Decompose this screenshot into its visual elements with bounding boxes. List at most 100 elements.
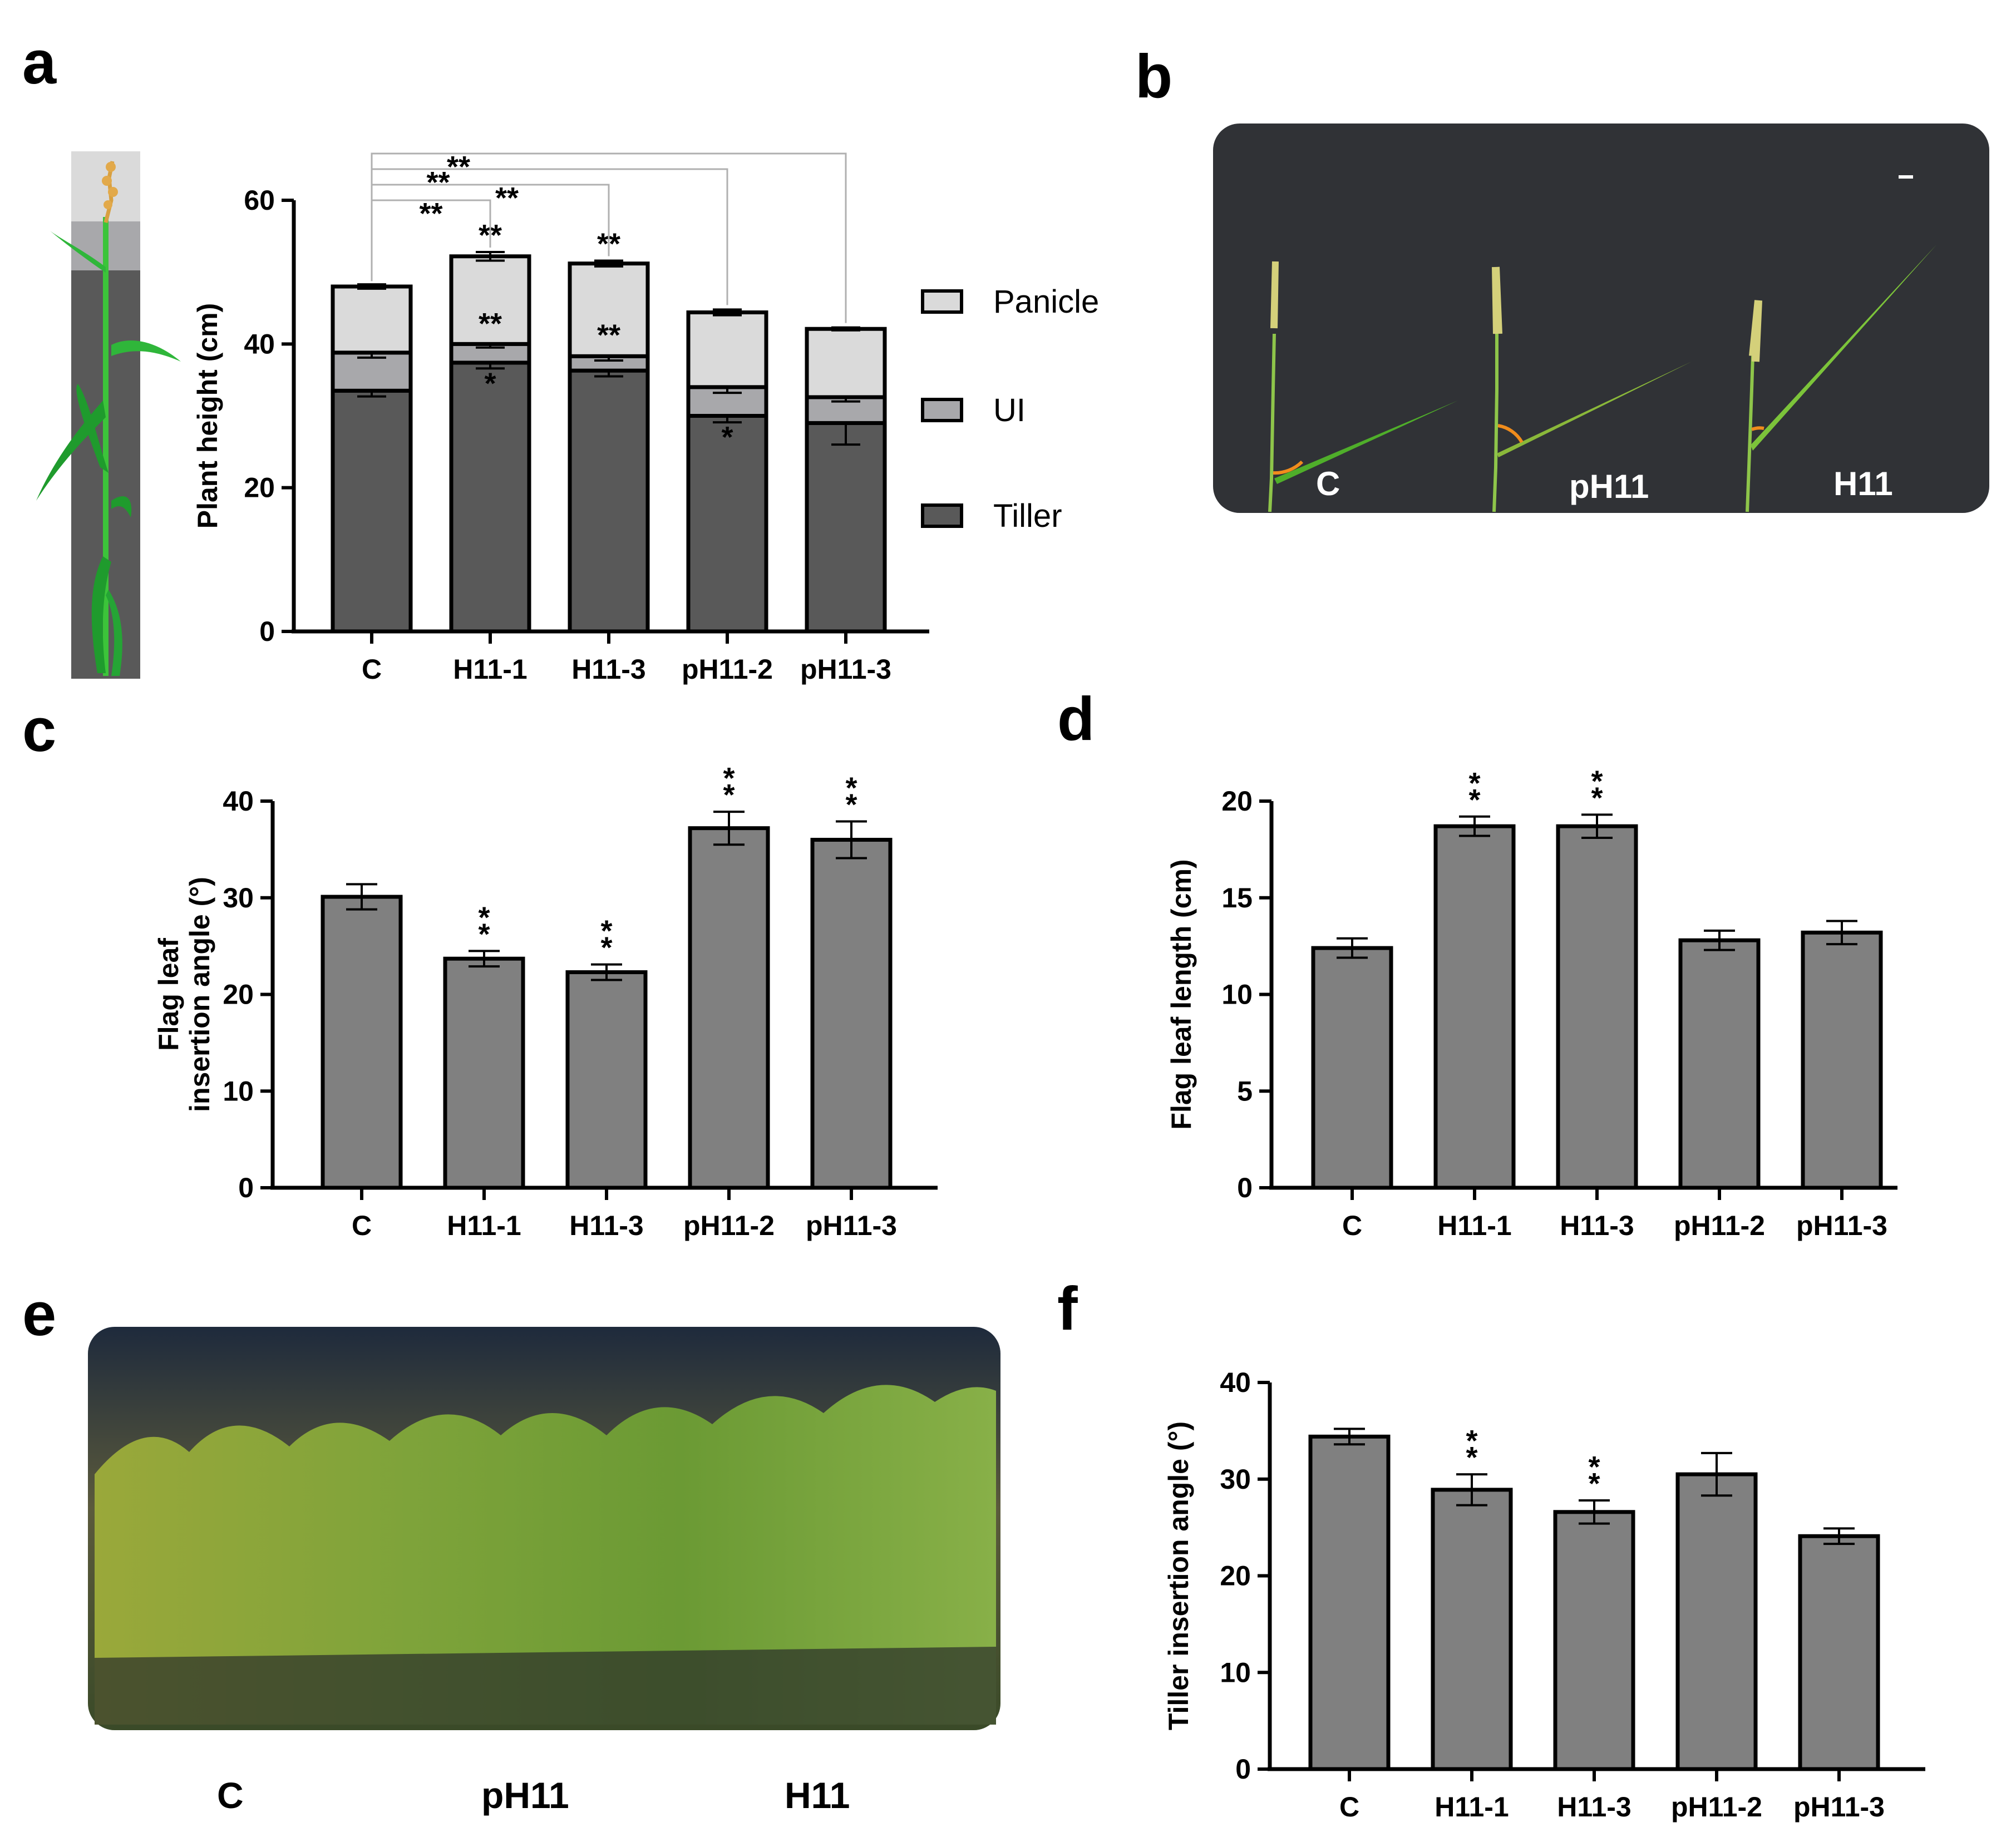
significance-star: ** [597,319,620,352]
x-tick-label: pH11-2 [1671,1791,1762,1823]
x-tick-label: C [1339,1791,1359,1823]
y-tick-label: 10 [1221,979,1253,1010]
photo-e-label-c: C [217,1775,244,1816]
bar [1433,824,1516,1190]
y-tick-label: 5 [1237,1075,1253,1107]
significance-star: * [478,917,490,951]
x-tick-label: H11-3 [571,654,645,685]
photo-e-label-h11: H11 [785,1775,850,1816]
photo-b-label-c: C [1316,465,1340,502]
bar-segment-tiller [805,421,887,634]
bar [688,826,770,1190]
plant-schematic [36,151,181,679]
bar-segment-panicle [449,254,531,346]
significance-star: * [1466,1441,1477,1474]
y-tick-label: 0 [1235,1754,1251,1785]
legend-swatch-tiller [921,503,963,528]
x-tick-label: H11-3 [1560,1210,1634,1241]
y-tick-label: 20 [1220,1560,1251,1592]
scale-bar [1899,175,1913,179]
bar [565,970,648,1190]
leaf-ph11 [1497,362,1692,457]
bar [1801,930,1883,1190]
x-tick-label: pH11-3 [806,1210,897,1241]
legend-swatch-panicle [921,289,963,314]
flag-leaf-angle-chart: 0 10 20 30 40 Flag leafinsertion angle (°) C H1… [153,762,938,1241]
y-tick-label: 0 [238,1172,254,1203]
x-tick-label: H11-1 [453,654,527,685]
panicle-h11 [1749,300,1762,362]
bar-segment-panicle [568,261,650,358]
legend-swatch-ui [921,398,963,422]
leaf-c [1274,401,1458,484]
bar-segment-panicle [686,310,768,389]
plant-height-chart: 0 20 40 60 Plant height (cm) C H11-1 H11-3 pH11-… [192,150,1099,685]
significance-star: * [1468,783,1480,817]
bar-segment-tiller [568,368,650,634]
comparison-bracket [371,168,728,305]
legend-label-tiller: Tiller [993,498,1062,534]
rice-plants [95,1385,996,1725]
panel-label-a: a [22,28,57,97]
bar [1798,1534,1880,1771]
flag-leaf-photo: C pH11 H11 [1213,124,1989,513]
schematic-panicle-zone [71,151,140,221]
comparison-bracket [371,152,847,323]
significance-star: * [484,367,496,400]
significance-star: * [1588,1467,1600,1500]
x-tick-label: C [1342,1210,1362,1241]
angle-arc-ph11 [1497,424,1524,443]
y-tick-label: 20 [244,472,275,503]
bar-segment-tiller [686,414,768,634]
y-tick-label: 20 [1221,786,1253,817]
y-tick-label: 0 [1237,1172,1253,1203]
significance-star: * [600,915,612,948]
x-tick-label: H11-1 [447,1210,521,1241]
schematic-flag-leaf [50,231,106,273]
panel-label-e: e [22,1280,56,1349]
significance-star: * [723,778,735,812]
x-tick-label: C [352,1210,372,1241]
panel-label-b: b [1135,42,1172,111]
x-tick-label: pH11-2 [683,1210,775,1241]
field-photo: C pH11 H11 [88,1327,1000,1816]
y-tick-label: 30 [223,882,254,913]
y-tick-label: 10 [223,1075,254,1107]
x-tick-label: pH11-3 [800,654,891,685]
y-tick-label: 15 [1221,882,1253,913]
y-tick-label: 20 [223,979,254,1010]
photo-b-label-h11: H11 [1833,465,1893,502]
significance-star: * [478,901,490,934]
photo-b-label-ph11: pH11 [1569,468,1649,505]
bar [810,838,893,1190]
y-tick-label: 30 [1220,1464,1251,1495]
x-tick-label: C [362,654,382,685]
significance-star: ** [479,307,502,340]
y-axis-label: Tiller insertion angle (°) [1163,1421,1194,1730]
x-tick-label: H11-1 [1435,1791,1509,1823]
panel-label-d: d [1057,685,1095,753]
leaf-h11 [1751,245,1936,451]
significance-star: * [1591,781,1603,814]
bar [1556,824,1638,1190]
x-tick-label: H11-3 [1557,1791,1631,1823]
significance-star: * [845,788,857,821]
significance-star: * [1466,1424,1477,1458]
bar [1675,1472,1758,1771]
panicle-ph11 [1492,266,1502,334]
significance-star: * [721,421,733,454]
bar-segment-tiller [331,388,413,634]
y-axis-label-line: Flag leaf [153,938,184,1051]
y-tick-label: 40 [244,328,275,359]
significance-star: * [1468,767,1480,800]
bar-segment-tiller [449,360,531,634]
photo-background [1213,124,1989,513]
bar [321,895,403,1190]
field-soil [95,1647,996,1725]
panel-label-c: c [22,696,56,764]
bracket-significance: ** [447,150,470,184]
bar-segment-panicle [331,284,413,355]
significance-star: * [845,771,857,804]
